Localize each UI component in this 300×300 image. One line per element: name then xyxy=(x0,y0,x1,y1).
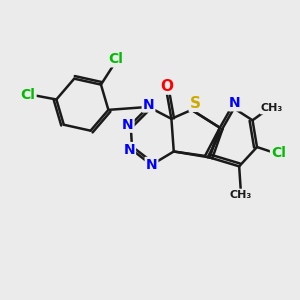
Text: Cl: Cl xyxy=(21,88,36,102)
Text: N: N xyxy=(229,96,241,110)
Text: CH₃: CH₃ xyxy=(230,190,252,200)
Text: N: N xyxy=(122,118,134,132)
Text: N: N xyxy=(143,98,154,112)
Text: CH₃: CH₃ xyxy=(261,103,283,113)
Text: S: S xyxy=(190,96,201,111)
Text: N: N xyxy=(123,143,135,157)
Text: Cl: Cl xyxy=(108,52,123,66)
Text: N: N xyxy=(146,158,157,172)
Text: O: O xyxy=(160,79,173,94)
Text: Cl: Cl xyxy=(271,146,286,160)
